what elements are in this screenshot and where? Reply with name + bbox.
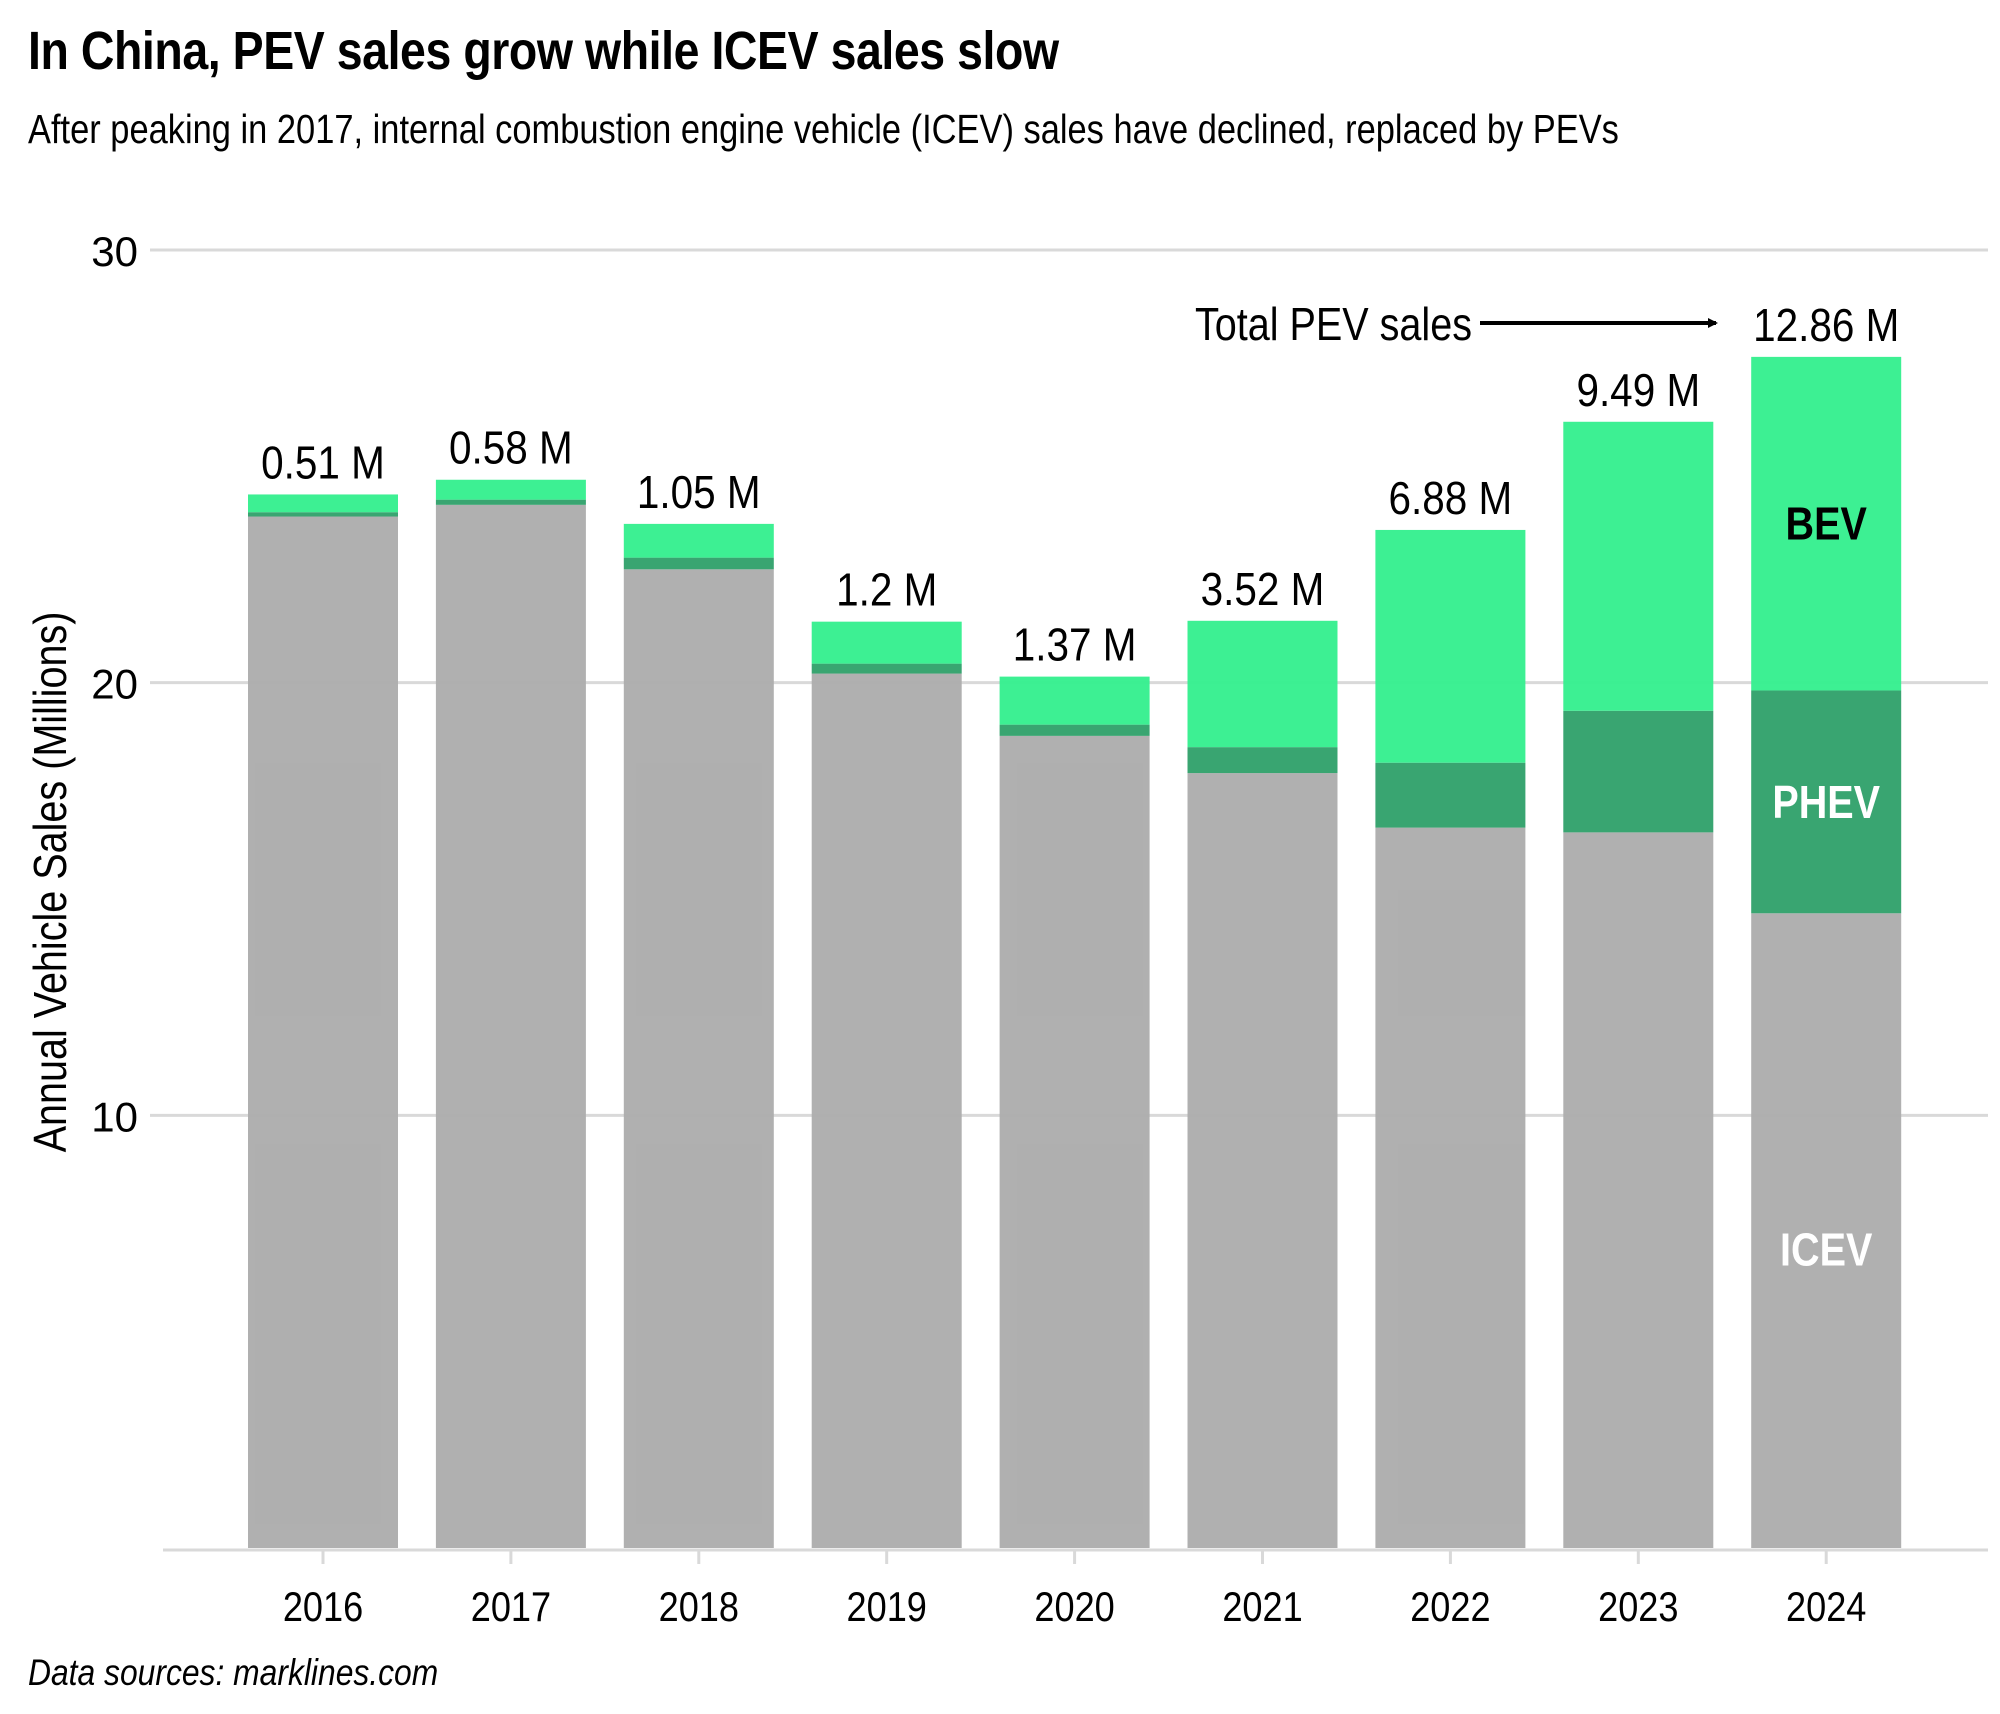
- bar-segment-phev-2021: [1187, 747, 1338, 774]
- bar-stack-2024: [1751, 356, 1902, 1548]
- bar-segment-icev-2024: [1751, 913, 1902, 1548]
- total-pev-label: 3.52 M: [1201, 564, 1325, 615]
- bar-segment-icev-2016: [248, 516, 398, 1548]
- total-pev-label: 1.05 M: [637, 468, 761, 519]
- y-tick-label: 30: [91, 228, 138, 275]
- total-pev-label: 9.49 M: [1576, 365, 1700, 416]
- bar-stack-2021: [1187, 620, 1338, 1548]
- bar-segment-phev-2023: [1563, 710, 1714, 833]
- bar-segment-phev-2018: [623, 557, 774, 570]
- x-tick-label: 2017: [471, 1585, 551, 1631]
- x-tick-label: 2024: [1786, 1585, 1866, 1631]
- total-pev-label: 0.58 M: [449, 423, 573, 474]
- bar-segment-bev-2023: [1563, 421, 1714, 711]
- bar-segment-phev-2022: [1375, 762, 1526, 828]
- bar-segment-icev-2021: [1187, 773, 1338, 1548]
- bar-stack-2023: [1563, 421, 1714, 1548]
- bar-segment-bev-2020: [999, 676, 1150, 725]
- bar-stack-2018: [623, 523, 774, 1548]
- bar-stack-2020: [999, 676, 1150, 1548]
- y-tick-label: 10: [91, 1093, 138, 1140]
- bar-segment-bev-2017: [435, 479, 586, 500]
- bars: [248, 356, 1902, 1548]
- bar-segment-phev-2020: [999, 724, 1150, 736]
- y-axis-label: Annual Vehicle Sales (Millions): [25, 612, 76, 1153]
- total-pev-label: 6.88 M: [1389, 474, 1513, 525]
- bar-segment-icev-2023: [1563, 832, 1714, 1548]
- bar-segment-bev-2024: [1751, 356, 1902, 691]
- bar-segment-bev-2018: [623, 523, 774, 558]
- total-pev-annotation: Total PEV sales: [1195, 299, 1718, 351]
- y-tick-label: 20: [91, 661, 138, 708]
- bar-stack-2016: [248, 494, 398, 1548]
- bar-stack-2019: [811, 621, 962, 1548]
- segment-label-icev: ICEV: [1780, 1225, 1873, 1276]
- x-tick-label: 2018: [659, 1585, 739, 1631]
- segment-label-phev: PHEV: [1772, 777, 1880, 828]
- data-labels: 0.51 M 0.58 M 1.05 M 1.2 M 1.37 M 3.52 M 6.88 …: [261, 301, 1899, 1277]
- bar-stack-2022: [1375, 529, 1526, 1548]
- bar-segment-phev-2024: [1751, 690, 1902, 914]
- annotation-text: Total PEV sales: [1195, 299, 1472, 350]
- bar-segment-phev-2019: [811, 663, 962, 674]
- bar-segment-phev-2016: [248, 512, 398, 517]
- x-tick-label: 2020: [1034, 1585, 1114, 1631]
- chart-subtitle: After peaking in 2017, internal combusti…: [28, 106, 1619, 152]
- bar-stack-2017: [435, 479, 586, 1548]
- segment-label-bev: BEV: [1786, 499, 1868, 550]
- x-tick-label: 2023: [1598, 1585, 1678, 1631]
- bar-segment-icev-2019: [811, 673, 962, 1548]
- bar-segment-bev-2021: [1187, 620, 1338, 748]
- bar-segment-icev-2018: [623, 569, 774, 1548]
- total-pev-label: 1.2 M: [836, 565, 937, 616]
- bar-segment-phev-2017: [435, 499, 586, 505]
- bar-segment-bev-2019: [811, 621, 962, 664]
- x-tick-label: 2016: [283, 1585, 363, 1631]
- total-pev-label: 12.86 M: [1753, 301, 1899, 352]
- axes: 10 20 30 2016 2017 2018 2019 2020 2021 2022 2023 20…: [91, 228, 1988, 1631]
- x-tick-label: 2022: [1410, 1585, 1490, 1631]
- x-tick-label: 2021: [1222, 1585, 1302, 1631]
- total-pev-label: 0.51 M: [261, 438, 385, 489]
- data-source-note: Data sources: marklines.com: [28, 1652, 439, 1693]
- bar-segment-icev-2017: [435, 504, 586, 1548]
- bar-segment-bev-2022: [1375, 529, 1526, 763]
- bar-segment-bev-2016: [248, 494, 398, 513]
- x-tick-label: 2019: [847, 1585, 927, 1631]
- chart-title: In China, PEV sales grow while ICEV sale…: [28, 21, 1059, 81]
- bar-segment-icev-2022: [1375, 827, 1526, 1548]
- bar-segment-icev-2020: [999, 735, 1150, 1548]
- total-pev-label: 1.37 M: [1013, 620, 1137, 671]
